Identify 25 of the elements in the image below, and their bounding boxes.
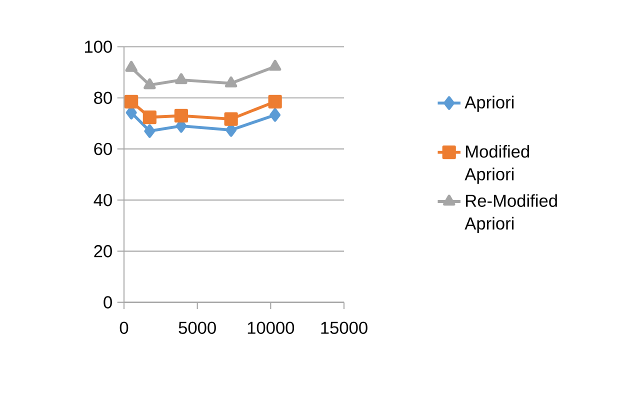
y-tick-label: 80 (94, 92, 112, 104)
point (224, 112, 238, 126)
x-tick-label: 0 (120, 322, 128, 334)
point (268, 60, 282, 71)
point (124, 94, 138, 108)
point (144, 78, 156, 90)
legend-label: Apriori (464, 96, 514, 112)
y-tick-label: 60 (94, 142, 112, 156)
x-tick-label: 10000 (248, 322, 294, 334)
y-tick-label: 40 (94, 194, 112, 206)
point (175, 73, 188, 84)
point (270, 108, 281, 122)
point (174, 108, 188, 123)
legend-label: Modified Apriori (464, 144, 530, 184)
y-tick-label: 100 (85, 40, 112, 53)
y-tick-label: 0 (104, 296, 112, 308)
x-tick-label: 5000 (178, 322, 216, 334)
point (144, 124, 156, 138)
point (125, 60, 138, 72)
point (142, 110, 156, 124)
point (268, 94, 282, 108)
y-tick-label: 20 (94, 245, 112, 258)
x-tick-label: 15000 (321, 322, 368, 334)
point (224, 76, 238, 88)
legend-label: Re-Modified Apriori (464, 194, 557, 234)
